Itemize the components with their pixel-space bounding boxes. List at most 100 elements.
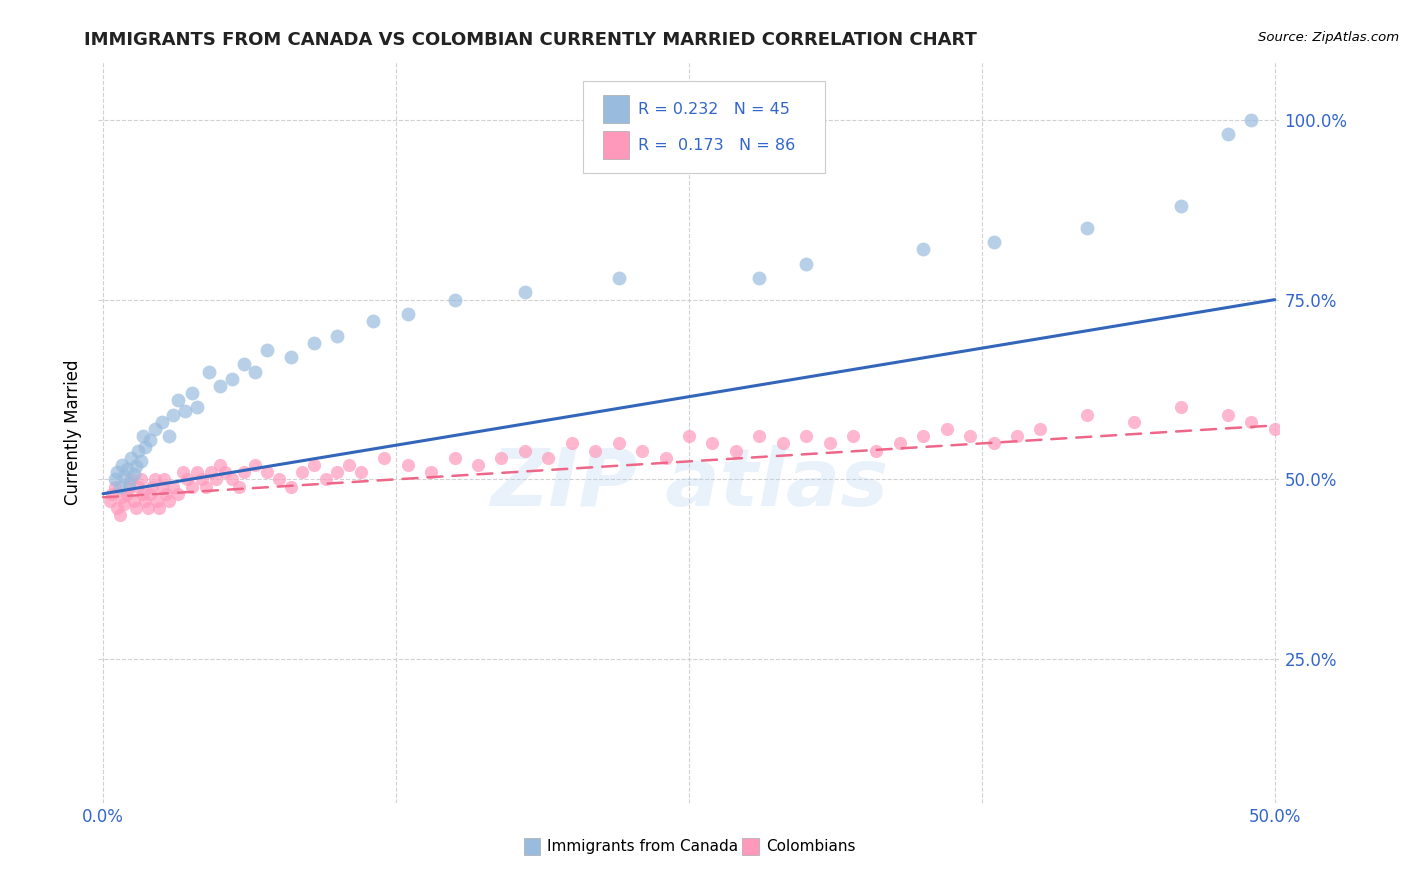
- Point: [772, 436, 794, 450]
- Point: [181, 386, 204, 401]
- Point: [315, 472, 337, 486]
- Point: [112, 468, 135, 483]
- Point: [174, 404, 197, 418]
- Bar: [523, 838, 540, 855]
- Point: [120, 472, 142, 486]
- Point: [146, 494, 169, 508]
- Point: [98, 494, 121, 508]
- Point: [232, 357, 254, 371]
- Point: [176, 472, 198, 486]
- Point: [221, 372, 243, 386]
- Point: [491, 450, 513, 465]
- Point: [118, 475, 141, 490]
- Point: [396, 458, 419, 472]
- Point: [396, 307, 419, 321]
- Point: [983, 436, 1005, 450]
- Point: [155, 486, 177, 500]
- Point: [561, 436, 583, 450]
- Point: [105, 465, 128, 479]
- Point: [959, 429, 981, 443]
- Point: [122, 494, 145, 508]
- Point: [794, 429, 817, 443]
- Text: IMMIGRANTS FROM CANADA VS COLOMBIAN CURRENTLY MARRIED CORRELATION CHART: IMMIGRANTS FROM CANADA VS COLOMBIAN CURR…: [84, 31, 977, 49]
- Point: [983, 235, 1005, 249]
- Text: Immigrants from Canada: Immigrants from Canada: [547, 839, 738, 854]
- Point: [197, 365, 219, 379]
- Point: [443, 450, 465, 465]
- Point: [167, 486, 190, 500]
- Point: [150, 415, 173, 429]
- Point: [101, 486, 124, 500]
- Point: [302, 458, 325, 472]
- Point: [139, 486, 162, 500]
- Point: [122, 467, 145, 481]
- Point: [200, 465, 222, 479]
- Point: [232, 465, 254, 479]
- Point: [134, 494, 156, 508]
- Point: [326, 328, 349, 343]
- Point: [141, 479, 163, 493]
- Point: [912, 243, 935, 257]
- Text: Source: ZipAtlas.com: Source: ZipAtlas.com: [1258, 31, 1399, 45]
- Point: [186, 401, 208, 415]
- Point: [654, 450, 676, 465]
- Point: [245, 365, 267, 379]
- Point: [111, 491, 134, 505]
- Point: [291, 465, 314, 479]
- Point: [115, 461, 138, 475]
- Text: R =  0.173   N = 86: R = 0.173 N = 86: [638, 138, 796, 153]
- Point: [132, 429, 155, 443]
- Text: ZIP atlas: ZIP atlas: [489, 445, 889, 524]
- Point: [748, 271, 770, 285]
- Point: [190, 472, 212, 486]
- Point: [115, 486, 138, 500]
- Point: [111, 458, 134, 472]
- Point: [134, 440, 156, 454]
- Point: [443, 293, 465, 307]
- Point: [702, 436, 724, 450]
- Point: [153, 472, 176, 486]
- Point: [818, 436, 841, 450]
- Point: [1170, 401, 1192, 415]
- Point: [724, 443, 747, 458]
- Point: [139, 433, 162, 447]
- Point: [513, 285, 536, 300]
- Point: [105, 501, 128, 516]
- Point: [1216, 408, 1239, 422]
- Point: [1264, 422, 1286, 436]
- Point: [420, 465, 443, 479]
- Point: [1005, 429, 1028, 443]
- Point: [167, 393, 190, 408]
- Point: [607, 436, 630, 450]
- Point: [865, 443, 887, 458]
- Point: [209, 458, 232, 472]
- Point: [373, 450, 395, 465]
- Point: [513, 443, 536, 458]
- Point: [256, 465, 278, 479]
- Point: [112, 498, 135, 512]
- Point: [631, 443, 654, 458]
- Point: [104, 479, 127, 493]
- Point: [150, 479, 173, 493]
- Point: [143, 422, 166, 436]
- Point: [607, 271, 630, 285]
- Point: [228, 479, 250, 493]
- Bar: [742, 838, 759, 855]
- Point: [256, 343, 278, 357]
- Point: [127, 479, 149, 493]
- Point: [748, 429, 770, 443]
- Point: [132, 486, 155, 500]
- Point: [125, 501, 148, 516]
- Point: [127, 443, 149, 458]
- Point: [221, 472, 243, 486]
- Point: [162, 479, 184, 493]
- Point: [1076, 220, 1098, 235]
- Point: [1123, 415, 1146, 429]
- Point: [1170, 199, 1192, 213]
- Point: [350, 465, 373, 479]
- Point: [162, 408, 184, 422]
- Y-axis label: Currently Married: Currently Married: [65, 359, 83, 506]
- Point: [186, 465, 208, 479]
- Point: [195, 479, 218, 493]
- Point: [157, 429, 180, 443]
